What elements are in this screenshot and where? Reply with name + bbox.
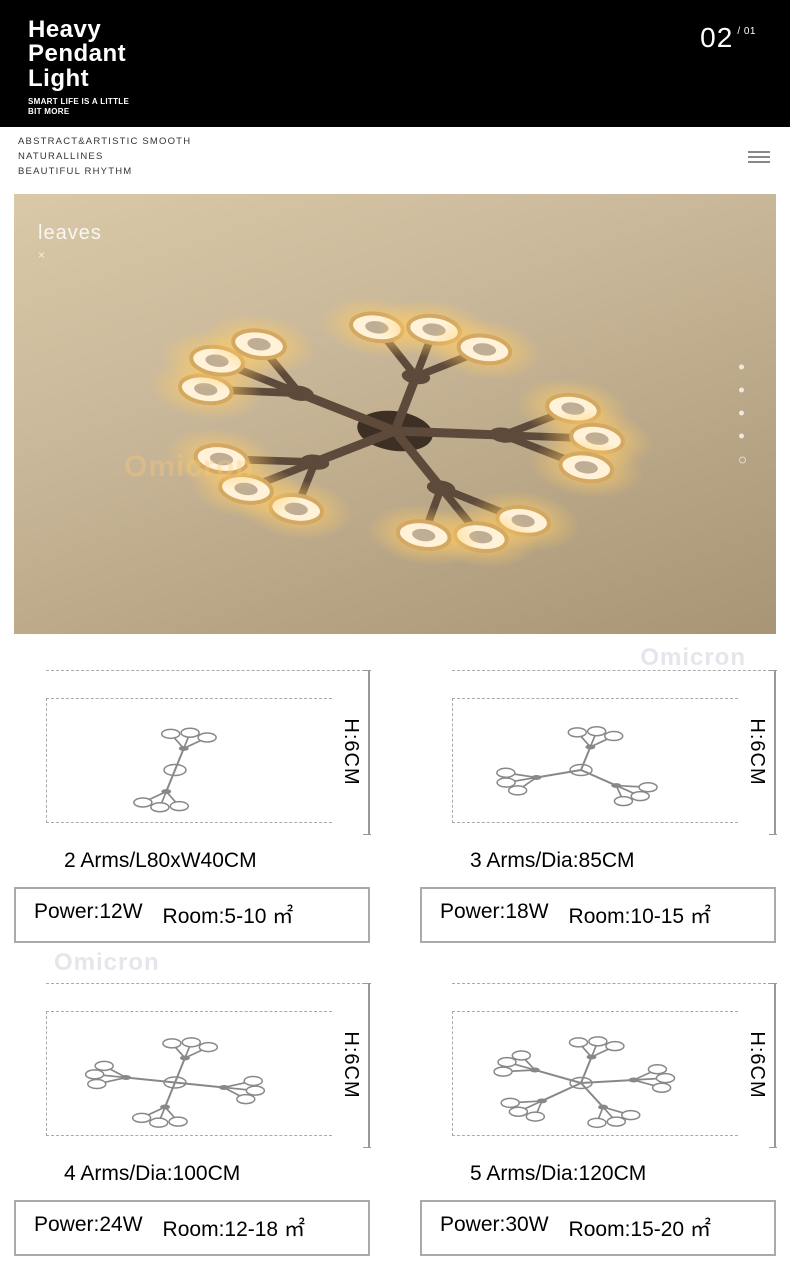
diagram-top-line <box>452 670 776 671</box>
diagram-top-line <box>46 670 370 671</box>
dot[interactable] <box>739 364 744 369</box>
room-label: Room:15-20 ㎡ <box>569 1213 711 1243</box>
diagram-inner <box>452 1011 738 1136</box>
white-band: ABSTRACT&ARTISTIC SMOOTH NATURALLINES BE… <box>0 127 790 193</box>
power-label: Power:12W <box>34 900 143 930</box>
diagram-inner <box>452 698 738 823</box>
height-bar <box>774 670 776 835</box>
diagram-box: H:6CM <box>14 670 370 835</box>
power-box: Power:30W Room:15-20 ㎡ <box>420 1200 776 1256</box>
power-label: Power:30W <box>440 1213 549 1243</box>
chandelier-illustration <box>95 234 694 629</box>
power-box: Power:18W Room:10-15 ㎡ <box>420 887 776 943</box>
pagination-dots[interactable] <box>739 364 746 463</box>
dot[interactable] <box>739 410 744 415</box>
variant-grid: H:6CM 2 Arms/L80xW40CM Power:12W Room:5-… <box>0 634 790 1276</box>
power-label: Power:24W <box>34 1213 143 1243</box>
title-line-3: Light <box>28 67 129 91</box>
power-box: Power:24W Room:12-18 ㎡ <box>14 1200 370 1256</box>
subtitle: SMART LIFE IS A LITTLE BIT MORE <box>28 97 129 117</box>
dot[interactable] <box>739 387 744 392</box>
height-bar <box>368 983 370 1148</box>
tagline-line-1: ABSTRACT&ARTISTIC SMOOTH <box>18 135 191 150</box>
room-label: Room:12-18 ㎡ <box>163 1213 305 1243</box>
power-label: Power:18W <box>440 900 549 930</box>
page-total: / 01 <box>737 26 756 37</box>
power-box: Power:12W Room:5-10 ㎡ <box>14 887 370 943</box>
size-label: 2 Arms/L80xW40CM <box>14 835 370 887</box>
page-current: 02 <box>700 22 733 54</box>
variant-diagram <box>461 1018 701 1148</box>
tagline-line-2: NATURALLINES <box>18 150 191 165</box>
variant-diagram <box>60 1020 290 1145</box>
room-label: Room:10-15 ㎡ <box>569 900 711 930</box>
hero-image: leaves × Omicron <box>14 194 776 634</box>
hero-watermark: Omicron <box>124 450 254 484</box>
grid-watermark: Omicron <box>54 949 160 977</box>
height-label: H:6CM <box>339 718 362 785</box>
tagline-line-3: BEAUTIFUL RHYTHM <box>18 165 191 180</box>
main-title: Heavy Pendant Light <box>28 18 129 91</box>
variant-diagram <box>60 715 290 825</box>
diagram-box: H:6CM <box>14 983 370 1148</box>
subtitle-line-2: BIT MORE <box>28 107 129 117</box>
variant-diagram <box>466 710 696 830</box>
title-line-1: Heavy <box>28 18 129 42</box>
hero-x-mark: × <box>38 248 45 262</box>
variant-cell: H:6CM 5 Arms/Dia:120CM Power:30W Room:15… <box>420 983 776 1256</box>
size-label: 4 Arms/Dia:100CM <box>14 1148 370 1200</box>
title-block: Heavy Pendant Light SMART LIFE IS A LITT… <box>28 18 129 117</box>
title-line-2: Pendant <box>28 42 129 66</box>
variant-cell: Omicron H:6CM 4 Arms/Dia:100CM Power:24W… <box>14 983 370 1256</box>
page-indicator: 02 / 01 <box>700 22 756 54</box>
grid-watermark: Omicron <box>640 644 746 672</box>
header: Heavy Pendant Light SMART LIFE IS A LITT… <box>0 6 790 127</box>
height-label: H:6CM <box>745 718 768 785</box>
diagram-top-line <box>46 983 370 984</box>
hamburger-menu-icon[interactable] <box>748 151 770 163</box>
diagram-top-line <box>452 983 776 984</box>
diagram-box: H:6CM <box>420 670 776 835</box>
dot-active[interactable] <box>739 456 746 463</box>
dot[interactable] <box>739 433 744 438</box>
height-bar <box>368 670 370 835</box>
height-label: H:6CM <box>339 1031 362 1098</box>
height-label: H:6CM <box>745 1031 768 1098</box>
variant-cell: H:6CM 2 Arms/L80xW40CM Power:12W Room:5-… <box>14 670 370 943</box>
diagram-box: H:6CM <box>420 983 776 1148</box>
subtitle-line-1: SMART LIFE IS A LITTLE <box>28 97 129 107</box>
room-label: Room:5-10 ㎡ <box>163 900 294 930</box>
diagram-inner <box>46 1011 332 1136</box>
size-label: 3 Arms/Dia:85CM <box>420 835 776 887</box>
height-bar <box>774 983 776 1148</box>
tagline: ABSTRACT&ARTISTIC SMOOTH NATURALLINES BE… <box>18 135 191 179</box>
size-label: 5 Arms/Dia:120CM <box>420 1148 776 1200</box>
diagram-inner <box>46 698 332 823</box>
hero-label: leaves <box>38 222 102 245</box>
variant-cell: Omicron H:6CM 3 Arms/Dia:85CM Power:18W … <box>420 670 776 943</box>
